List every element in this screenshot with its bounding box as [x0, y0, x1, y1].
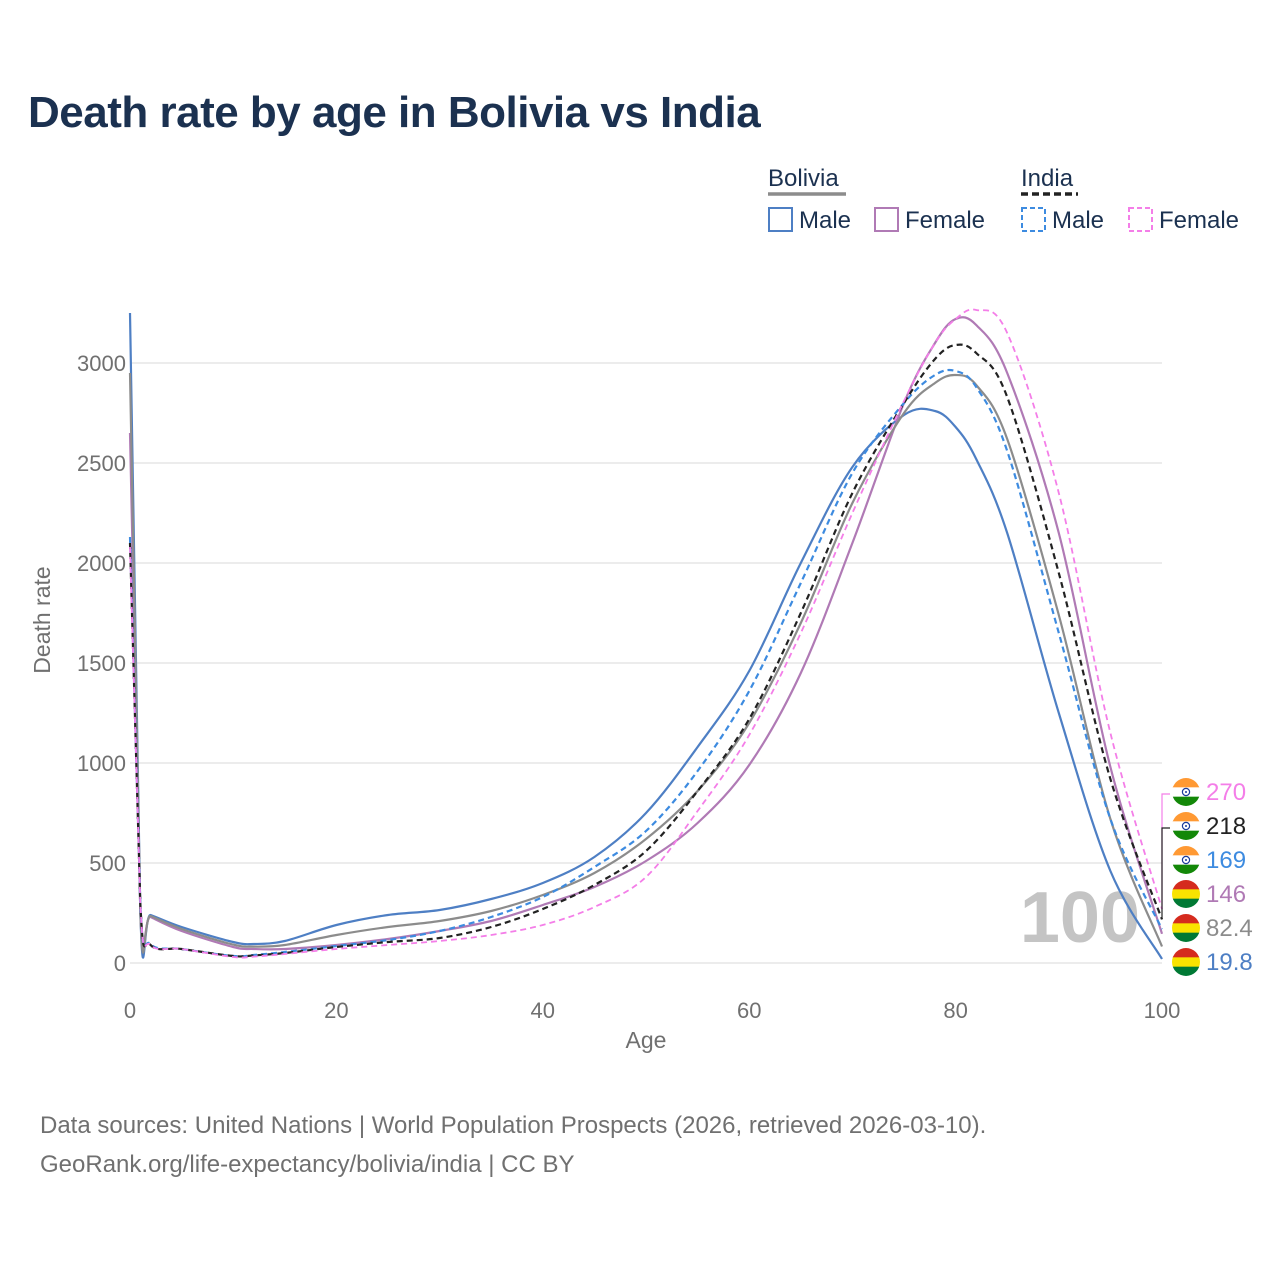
legend-swatch[interactable] [768, 207, 793, 232]
grid-lines [130, 362, 1162, 964]
bolivia-flag-icon [1172, 914, 1200, 942]
india-flag-icon [1172, 846, 1200, 874]
legend-swatch[interactable] [874, 207, 899, 232]
marker-connector [1161, 827, 1170, 920]
india-flag-icon [1172, 812, 1200, 840]
end-value-label: 218 [1206, 813, 1246, 840]
y-tick-label: 500 [89, 851, 126, 876]
x-tick-labels: 0 20 40 60 80 100 [124, 998, 1180, 1023]
x-tick-label: 40 [531, 998, 555, 1023]
end-value-label: 19.8 [1206, 949, 1253, 976]
legend-item-label[interactable]: Male [1052, 207, 1104, 234]
footer: Data sources: United Nations | World Pop… [40, 1106, 986, 1184]
legend-swatch[interactable] [1128, 207, 1153, 232]
india-flag-icon [1172, 778, 1200, 806]
x-tick-label: 0 [124, 998, 136, 1023]
end-markers: 270 218 169 146 82.4 19.8 [1161, 778, 1253, 976]
x-tick-label: 20 [324, 998, 348, 1023]
y-tick-label: 1000 [77, 751, 126, 776]
chart-area: 0 500 1000 1500 2000 2500 3000 0 20 40 60 80 100 De… [29, 165, 1253, 1053]
end-value-label: 270 [1206, 779, 1246, 806]
bolivia-flag-icon [1172, 948, 1200, 976]
end-value-label: 169 [1206, 847, 1246, 874]
legend-group-label: Bolivia [768, 165, 839, 192]
x-axis-label: Age [626, 1027, 667, 1053]
series-line-bolivia-male[interactable] [128, 312, 1163, 960]
series-line-bolivia-total[interactable] [128, 372, 1164, 954]
legend-item-label[interactable]: Female [905, 207, 985, 234]
chart-title: Death rate by age in Bolivia vs India [28, 88, 761, 137]
end-value-label: 82.4 [1206, 915, 1253, 942]
series-line-india-female[interactable] [129, 308, 1163, 959]
series-lines [128, 308, 1164, 960]
y-axis-label: Death rate [29, 566, 55, 673]
y-tick-label: 1500 [77, 651, 126, 676]
bolivia-flag-icon [1172, 880, 1200, 908]
data-source-text: Data sources: United Nations | World Pop… [40, 1112, 987, 1139]
legend-item-label[interactable]: Male [799, 207, 851, 234]
marker-connector [1161, 793, 1170, 909]
x-tick-label: 60 [737, 998, 761, 1023]
legend-item-label[interactable]: Female [1159, 207, 1239, 234]
series-line-india-male[interactable] [128, 368, 1163, 958]
source-url-text[interactable]: GeoRank.org/life-expectancy/bolivia/indi… [40, 1151, 575, 1178]
y-tick-label: 3000 [77, 351, 126, 376]
age-annotation: 100 [1020, 878, 1140, 958]
y-tick-label: 2000 [77, 551, 126, 576]
legend-swatch[interactable] [1021, 207, 1046, 232]
y-tick-labels: 0 500 1000 1500 2000 2500 3000 [77, 351, 126, 976]
y-tick-label: 2500 [77, 451, 126, 476]
series-line-bolivia-female[interactable] [128, 316, 1164, 951]
series-line-india-total[interactable] [128, 343, 1164, 958]
x-tick-label: 100 [1144, 998, 1181, 1023]
y-tick-label: 0 [114, 951, 126, 976]
end-value-label: 146 [1206, 881, 1246, 908]
x-tick-label: 80 [943, 998, 967, 1023]
legend-group-label: India [1021, 165, 1074, 192]
legend: Bolivia Male Female India Male Female [768, 165, 1239, 234]
